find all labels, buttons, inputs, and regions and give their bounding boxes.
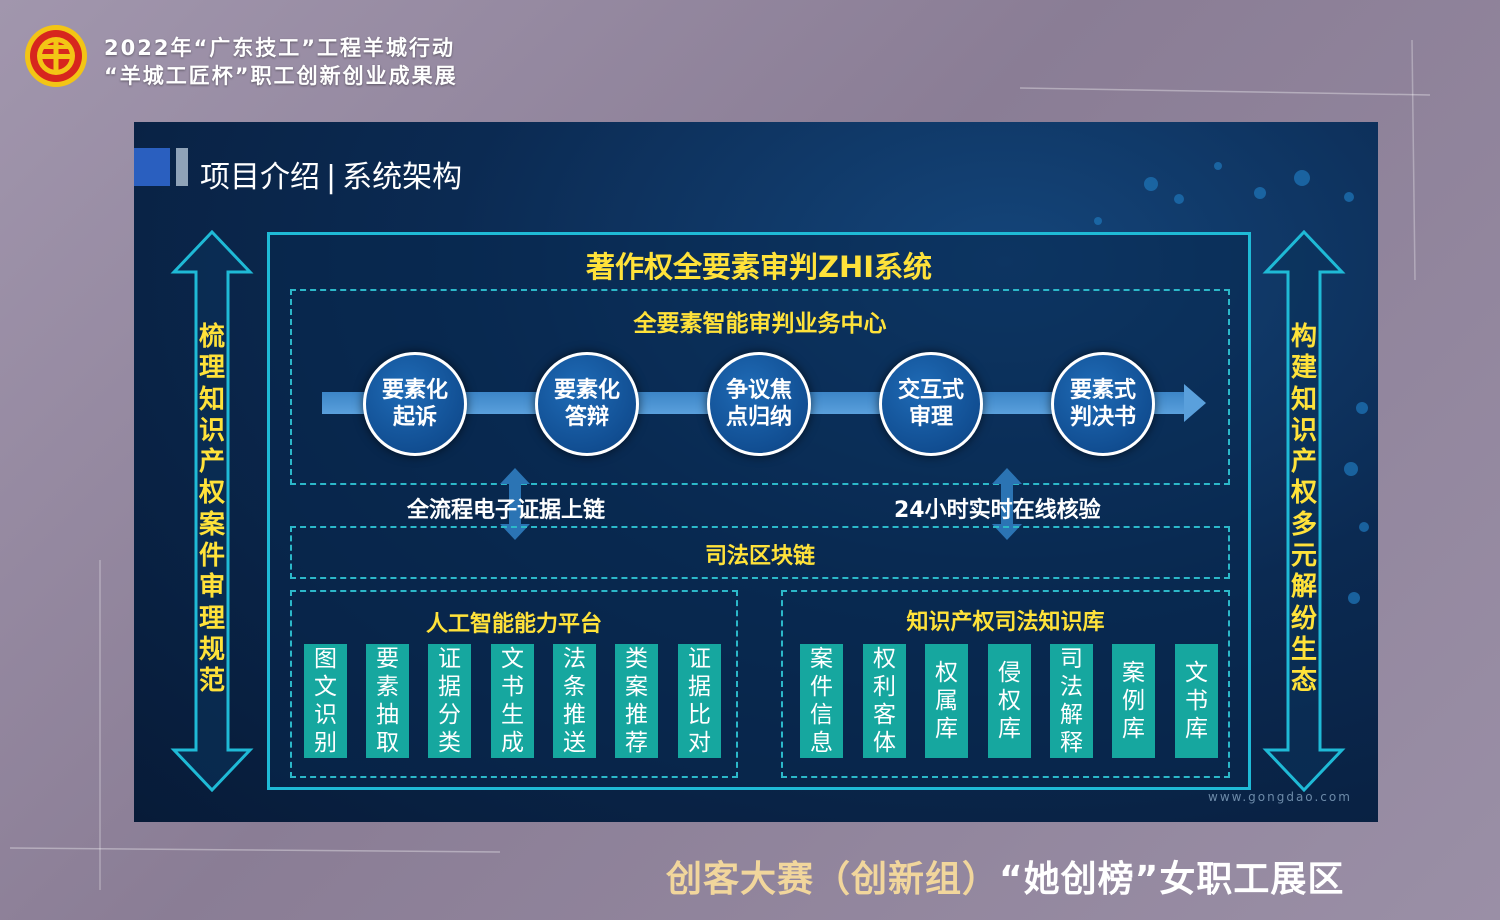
process-step: 交互式审理: [879, 352, 983, 456]
process-step: 要素式判决书: [1051, 352, 1155, 456]
online-verify-label: 24小时实时在线核验: [894, 498, 1101, 523]
ai-platform-title: 人工智能能力平台: [425, 612, 602, 637]
knowledge-base-tile: 权利客体: [863, 644, 906, 758]
knowledge-base-box: [781, 590, 1230, 778]
watermark: www.gongdao.com: [1208, 790, 1352, 804]
knowledge-base-tile: 案例库: [1112, 644, 1155, 758]
ai-capability-tile: 法条推送: [553, 644, 596, 758]
ai-capability-tile: 图文识别: [304, 644, 347, 758]
ai-capability-tile: 文书生成: [491, 644, 534, 758]
knowledge-base-tile: 案件信息: [800, 644, 843, 758]
ai-capability-tile: 类案推荐: [615, 644, 658, 758]
business-center-box: [290, 289, 1230, 485]
verify-double-arrow-icon: [992, 468, 1022, 540]
knowledge-base-tile: 权属库: [925, 644, 968, 758]
system-title: 著作权全要素审判ZHI系统: [585, 250, 933, 284]
left-vertical-label: 梳理知识产权案件审理规范: [198, 322, 225, 697]
business-center-title: 全要素智能审判业务中心: [633, 311, 887, 337]
process-step: 要素化起诉: [363, 352, 467, 456]
footer-part-1: 创客大赛（创新组）: [666, 859, 1000, 900]
page-title-main: 项目介绍: [200, 160, 320, 195]
ai-capability-tile: 要素抽取: [366, 644, 409, 758]
ai-capability-tile: 证据比对: [678, 644, 721, 758]
ai-capability-tile: 证据分类: [428, 644, 471, 758]
knowledge-base-tile: 侵权库: [988, 644, 1031, 758]
union-logo-icon: [25, 25, 87, 87]
knowledge-base-title: 知识产权司法知识库: [906, 610, 1105, 635]
process-step: 要素化答辩: [535, 352, 639, 456]
blockchain-label: 司法区块链: [704, 544, 815, 569]
presentation-slide: 项目介绍 | 系统架构 梳理知识产权案件审理规范 构建知识产权多元解纷生态 著作权全…: [134, 122, 1378, 822]
left-double-arrow-icon: [170, 230, 254, 792]
blockchain-box: [290, 526, 1230, 579]
evidence-double-arrow-icon: [500, 468, 530, 540]
knowledge-base-tile: 文书库: [1175, 644, 1218, 758]
page-title-sub: 系统架构: [342, 160, 463, 195]
header-line-2: “羊城工匠杯”职工创新创业成果展: [104, 64, 458, 88]
right-double-arrow-icon: [1262, 230, 1346, 792]
title-accent-block: [134, 148, 170, 186]
process-flow-arrowhead: [1184, 384, 1206, 422]
knowledge-base-tile: 司法解释: [1050, 644, 1093, 758]
footer-caption: 创客大赛（创新组）“她创榜”女职工展区: [666, 850, 1344, 902]
process-step: 争议焦点归纳: [707, 352, 811, 456]
page-title-separator: |: [326, 160, 337, 195]
header-line-1: 2022年“广东技工”工程羊城行动: [104, 36, 456, 60]
right-vertical-label: 构建知识产权多元解纷生态: [1290, 322, 1317, 697]
evidence-chain-label: 全流程电子证据上链: [407, 498, 606, 523]
ai-platform-box: [290, 590, 738, 778]
footer-part-2: “她创榜”女职工展区: [999, 859, 1345, 900]
title-accent-bar: [176, 148, 188, 186]
page-title: 项目介绍 | 系统架构: [200, 152, 462, 196]
